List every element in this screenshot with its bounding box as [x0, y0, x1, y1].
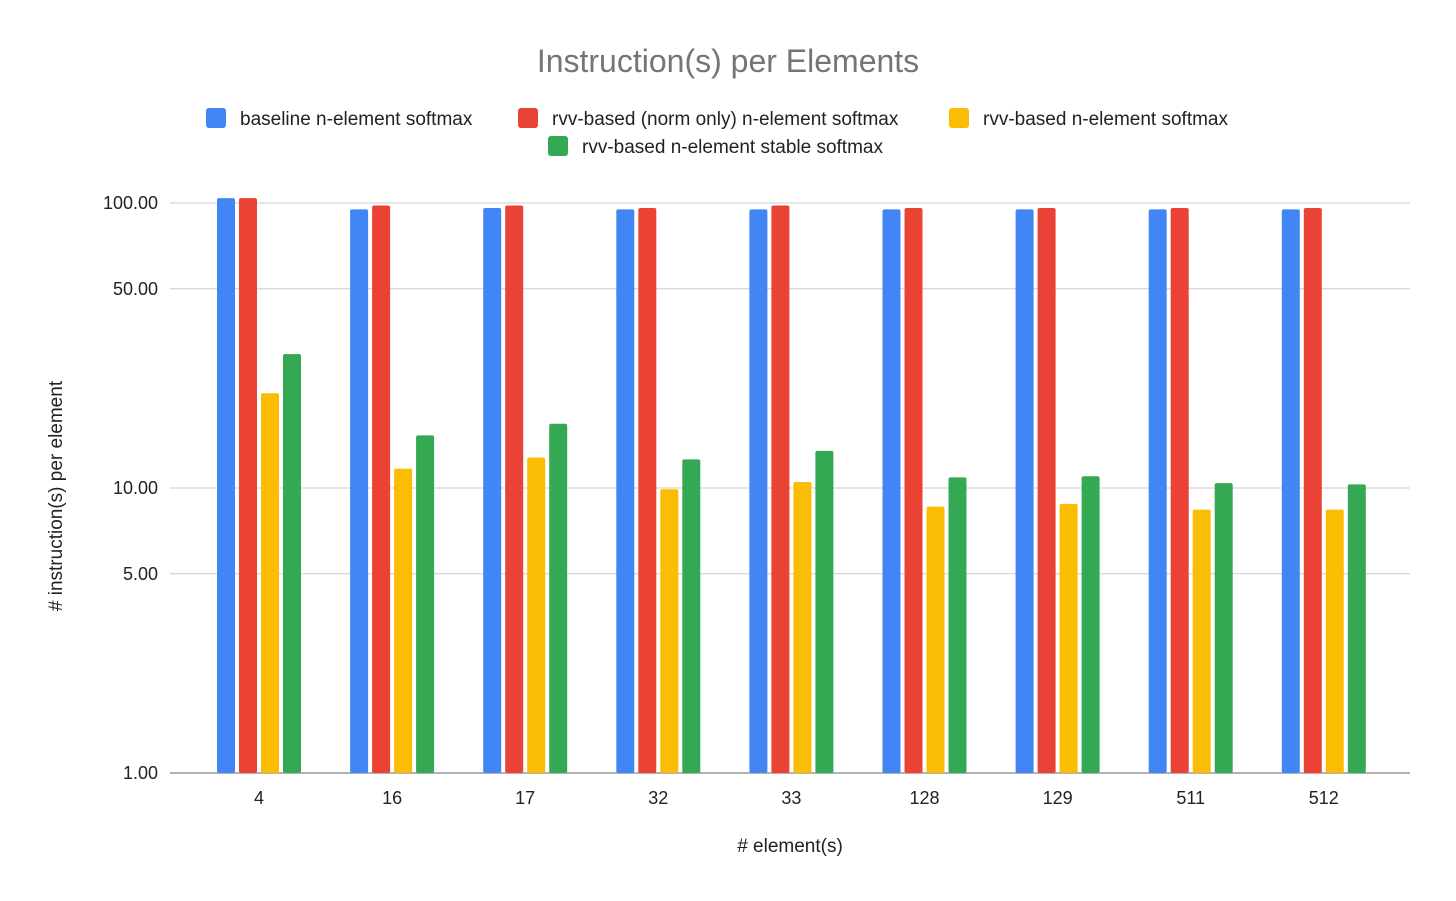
bar-2-16 — [372, 205, 391, 774]
bar-2-511 — [1170, 208, 1189, 773]
bar-1-128 — [882, 209, 901, 774]
bar-4-32 — [682, 459, 701, 773]
chart-title: Instruction(s) per Elements — [537, 43, 919, 79]
y-tick-label: 1.00 — [123, 763, 158, 783]
x-tick-label: 128 — [909, 788, 939, 808]
legend-swatch — [206, 108, 226, 128]
bar-4-33 — [815, 450, 834, 773]
bar-3-16 — [394, 468, 413, 773]
bar-1-16 — [350, 209, 369, 774]
x-tick-label: 17 — [515, 788, 535, 808]
bar-3-128 — [926, 506, 945, 773]
bar-4-129 — [1081, 476, 1100, 773]
x-axis-ticks: 4 16 17 32 33 128 129 511 512 — [254, 788, 1339, 808]
bar-1-33 — [749, 209, 768, 774]
bar-1-4 — [217, 198, 235, 773]
x-tick-label: 4 — [254, 788, 264, 808]
legend-label: rvv-based n-element stable softmax — [582, 137, 883, 158]
y-tick-label: 5.00 — [123, 564, 158, 584]
x-axis-label: # element(s) — [737, 836, 843, 857]
bar-2-4 — [239, 198, 257, 773]
x-tick-label: 16 — [382, 788, 402, 808]
x-tick-label: 129 — [1043, 788, 1073, 808]
bar-1-129 — [1015, 209, 1034, 774]
x-tick-label: 511 — [1176, 788, 1205, 808]
bar-1-32 — [616, 209, 635, 774]
legend-label: rvv-based (norm only) n-element softmax — [552, 109, 899, 130]
legend-swatch — [518, 108, 538, 128]
bar-2-32 — [638, 208, 657, 773]
bar-3-512 — [1325, 509, 1344, 773]
legend-swatch — [949, 108, 969, 128]
bar-4-4 — [283, 354, 301, 773]
bar-3-33 — [793, 481, 812, 773]
bar-4-512 — [1347, 484, 1366, 773]
bar-3-32 — [660, 489, 679, 773]
bar-1-511 — [1148, 209, 1167, 774]
legend-swatch — [548, 136, 568, 156]
y-axis-label: # instruction(s) per element — [46, 380, 67, 611]
bar-4-17 — [549, 423, 568, 773]
legend-label: rvv-based n-element softmax — [983, 109, 1228, 130]
x-tick-label: 512 — [1309, 788, 1339, 808]
bar-3-129 — [1059, 503, 1078, 773]
bar-2-17 — [505, 205, 524, 774]
bar-3-4 — [261, 393, 279, 773]
y-tick-label: 10.00 — [113, 478, 158, 498]
y-axis-ticks: 1.00 5.00 10.00 50.00 100.00 — [103, 193, 158, 783]
bar-3-511 — [1192, 509, 1211, 773]
x-tick-label: 32 — [648, 788, 668, 808]
legend-label: baseline n-element softmax — [240, 109, 473, 130]
bar-2-129 — [1037, 208, 1056, 773]
bar-2-33 — [771, 205, 790, 774]
bar-1-512 — [1281, 209, 1300, 774]
bar-2-128 — [904, 208, 923, 773]
legend: baseline n-element softmax rvv-based (nor… — [206, 108, 1228, 158]
bars — [217, 198, 1366, 774]
bar-4-511 — [1214, 483, 1233, 773]
bar-2-512 — [1303, 208, 1322, 773]
x-tick-label: 33 — [781, 788, 801, 808]
bar-1-17 — [483, 208, 502, 773]
bar-3-17 — [527, 457, 546, 773]
y-tick-label: 100.00 — [103, 193, 158, 213]
bar-4-128 — [948, 477, 967, 773]
bar-4-16 — [416, 435, 435, 773]
y-tick-label: 50.00 — [113, 279, 158, 299]
